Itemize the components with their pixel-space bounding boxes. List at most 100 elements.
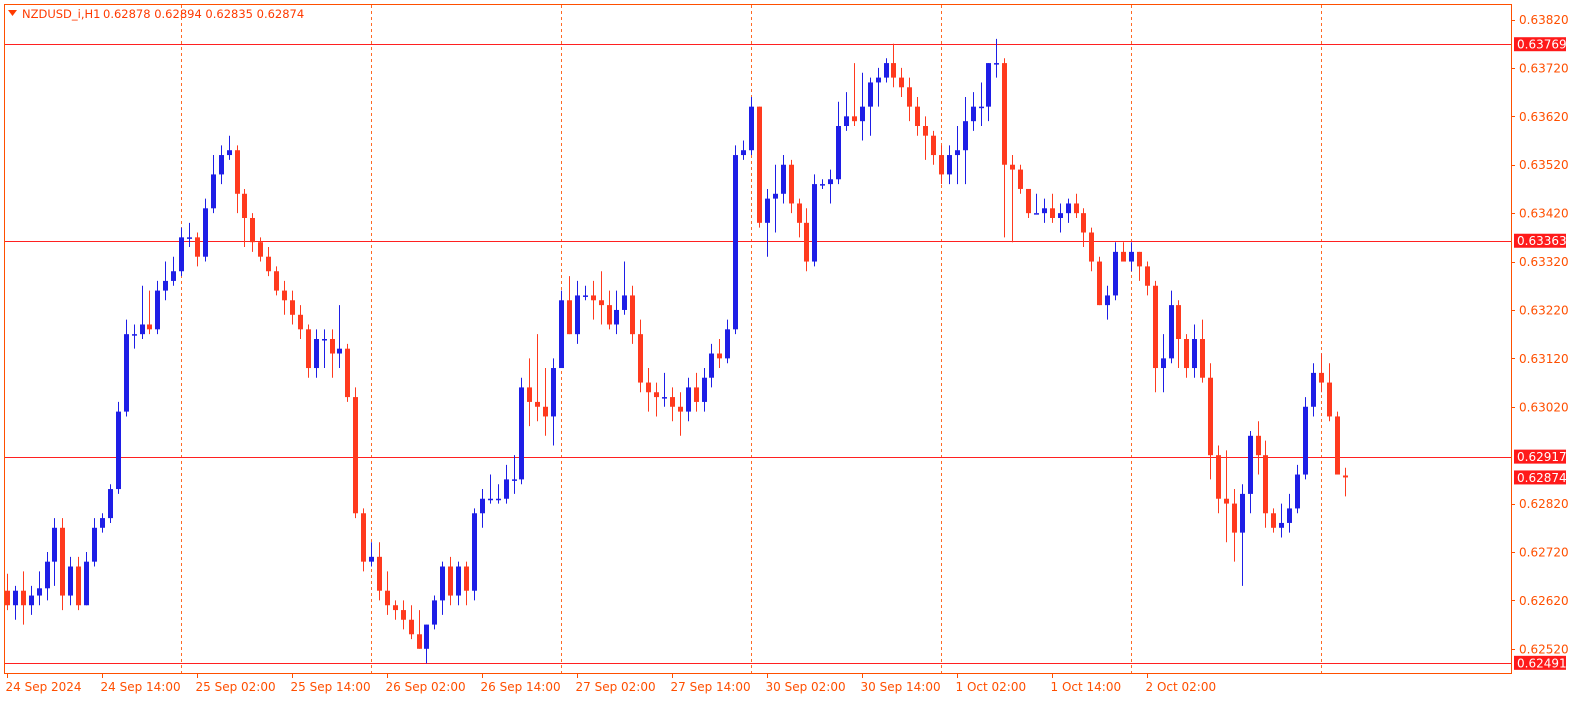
candle-body [923, 126, 928, 136]
candle [654, 382, 659, 417]
candle [472, 508, 477, 601]
candle [211, 155, 216, 214]
price-tick-label: 0.63220 [1519, 303, 1569, 317]
candle [417, 610, 422, 649]
candle-body [385, 590, 390, 606]
candle-body [1137, 251, 1142, 267]
candle [781, 155, 786, 204]
candle [836, 101, 841, 185]
candle-body [203, 208, 208, 257]
candle-body [1113, 251, 1118, 296]
candle-body [876, 77, 881, 83]
candle-body [717, 353, 722, 359]
candle [884, 58, 889, 83]
candle-body [1319, 372, 1324, 383]
candle-body [92, 527, 97, 562]
time-axis[interactable]: 24 Sep 2024 24 Sep 14:00 25 Sep 02:00 25 Se… [6, 673, 1217, 694]
candle-body [828, 179, 833, 185]
price-tag-box [1514, 233, 1566, 248]
candle [1113, 242, 1118, 301]
candle [860, 72, 865, 141]
candle-body [567, 300, 572, 335]
candle [797, 198, 802, 238]
candle-body [931, 135, 936, 156]
candle [1256, 421, 1261, 475]
candle [1208, 363, 1213, 480]
candle [812, 174, 817, 267]
candle [1066, 198, 1071, 223]
price-tick-label: 0.62820 [1519, 497, 1569, 511]
price-axis[interactable]: 0.63820 0.63720 0.63620 0.63520 0.63420 0.633… [1511, 13, 1569, 656]
candle [1018, 164, 1023, 194]
candle-body [1026, 188, 1031, 214]
candle-body [1256, 435, 1261, 456]
candle [535, 334, 540, 422]
candle-body [456, 566, 461, 596]
triangle-down-icon[interactable] [8, 10, 17, 16]
candle-body [52, 527, 57, 562]
price-tag-box [1514, 37, 1566, 52]
candle [361, 508, 366, 572]
candle [345, 343, 350, 402]
candle-body [242, 193, 247, 218]
candle-body [171, 271, 176, 281]
candle-body [947, 155, 952, 175]
candle-body [132, 334, 137, 336]
candle-body [68, 566, 73, 596]
candle [1327, 363, 1332, 422]
candle-body [409, 619, 414, 635]
candle [132, 324, 137, 349]
price-tag: 0.62917 [1514, 449, 1567, 464]
candle [1050, 193, 1055, 223]
time-tick-label: 24 Sep 2024 [6, 680, 82, 694]
candle-body [994, 63, 999, 65]
candle-body [322, 339, 327, 341]
candle [891, 43, 896, 88]
candle-body [464, 566, 469, 591]
candle-body [1343, 475, 1348, 478]
candle [1295, 464, 1300, 514]
candle-body [250, 217, 255, 243]
candle-body [733, 155, 738, 330]
candle-body [773, 193, 778, 199]
candle-body [844, 116, 849, 127]
candle-body [266, 256, 271, 272]
candle-body [353, 397, 358, 514]
candle [504, 464, 509, 504]
candle [963, 96, 968, 185]
candle-body [686, 387, 691, 412]
horizontal-level-lines[interactable] [5, 44, 1511, 664]
candle-body [630, 295, 635, 335]
candle-body [417, 634, 422, 649]
price-tick-label: 0.63020 [1519, 400, 1569, 414]
candle [187, 222, 192, 248]
time-tick-label: 25 Sep 02:00 [196, 680, 276, 694]
candle [757, 106, 762, 228]
candle [290, 290, 295, 325]
candle-body [1161, 358, 1166, 369]
candle [45, 551, 50, 601]
candle-body [1002, 63, 1007, 165]
candle-body [1240, 493, 1245, 533]
candle [401, 600, 406, 630]
candle-body [1129, 251, 1134, 262]
candle-body [955, 150, 960, 156]
candle-body [725, 329, 730, 359]
time-tick-label: 24 Sep 14:00 [101, 680, 181, 694]
candle [116, 401, 121, 494]
candle [678, 392, 683, 436]
candle-body [907, 87, 912, 107]
candle [219, 145, 224, 185]
candle [155, 280, 160, 335]
candle-body [274, 271, 279, 291]
candle-body [361, 513, 366, 562]
candle-body [804, 222, 809, 262]
price-tags: 0.63769 0.63363 0.62917 0.62491 0.62874 [1514, 37, 1567, 670]
time-tick-label: 25 Sep 14:00 [291, 680, 371, 694]
time-tick-label: 1 Oct 14:00 [1051, 680, 1122, 694]
candle-body [891, 63, 896, 78]
candle [899, 67, 904, 97]
candle-body [147, 324, 152, 330]
